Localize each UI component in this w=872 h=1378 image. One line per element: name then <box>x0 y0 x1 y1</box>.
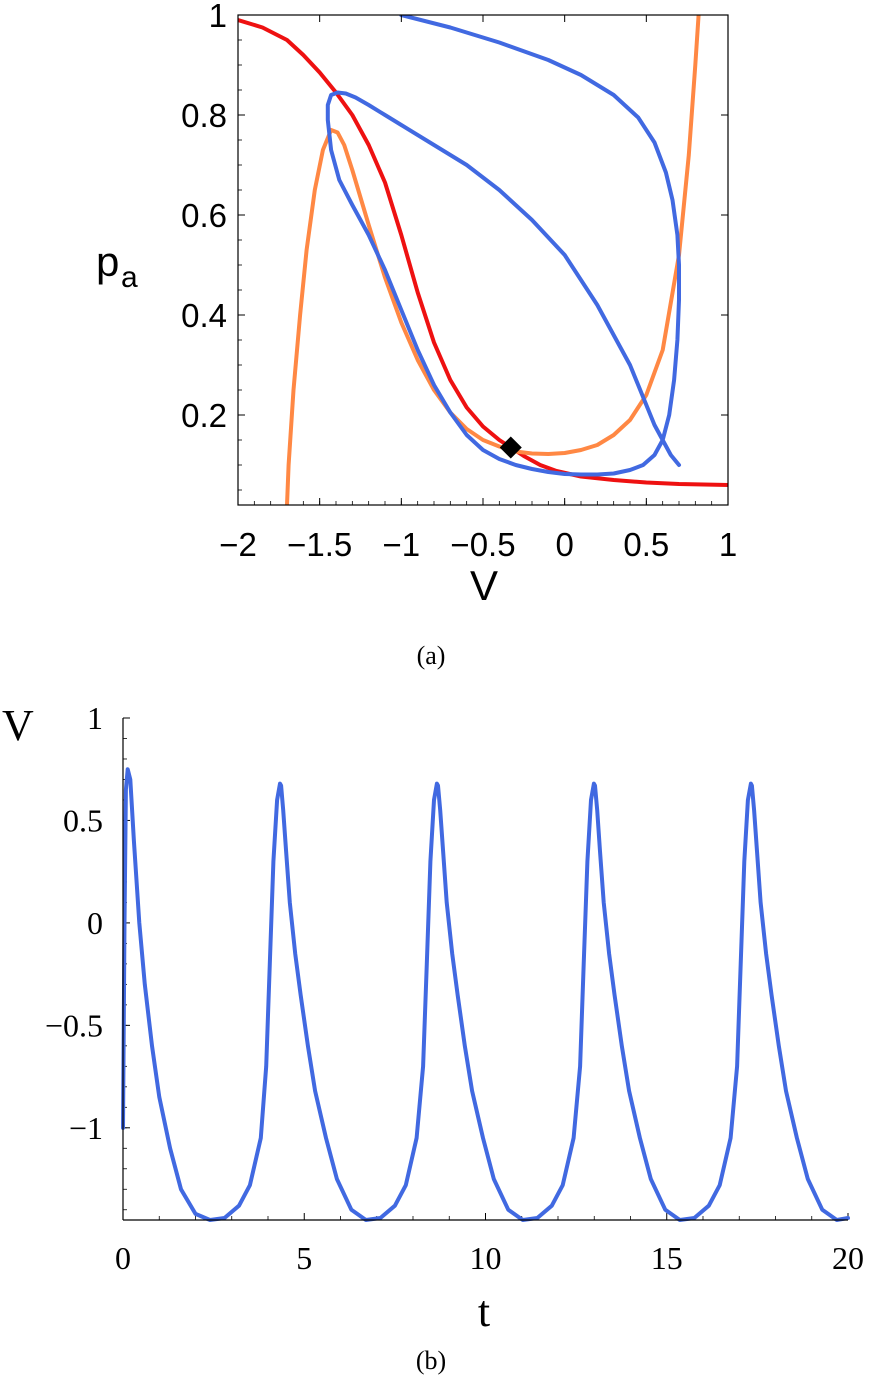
panel-a-x-tick-label: −2 <box>219 526 257 563</box>
panel-b-x-tick-label: 0 <box>115 1240 131 1276</box>
panel-a-frame <box>237 14 729 506</box>
panel-a-y-tick-label: 0.4 <box>181 297 227 334</box>
panel-a-curve-blue <box>325 15 681 477</box>
panel-b-y-axis-label: V <box>2 701 34 750</box>
panel-b-curves <box>121 767 850 1222</box>
equilibrium-marker <box>499 436 522 459</box>
panel-a-y-axis-label: p <box>96 238 119 285</box>
panel-b-x-axis-label: t <box>478 1287 490 1336</box>
panel-b-y-tick-label: 0.5 <box>63 802 103 838</box>
panel-a-curves <box>238 15 728 505</box>
panel-b-x-tick-label: 15 <box>651 1240 683 1276</box>
panel-b-time-series: 0 5 10 15 20 −1 −0.5 0 0.5 1 t V (b) <box>2 700 864 1375</box>
panel-a-x-tick-label: −0.5 <box>450 526 515 563</box>
panel-a-x-tick-label: 1 <box>719 526 737 563</box>
panel-b-x-tick-label: 20 <box>832 1240 864 1276</box>
panel-b-y-tick-label: −0.5 <box>45 1007 103 1043</box>
panel-a-ticks: −2 −1.5 −1 −0.5 0 0.5 1 0.2 0.4 0.6 0.8 1 <box>181 0 737 563</box>
panel-a-x-axis-label: V <box>470 562 498 609</box>
panel-b-y-tick-label: −1 <box>69 1110 103 1146</box>
panel-a-y-tick-label: 0.2 <box>181 397 227 434</box>
panel-a-x-tick-label: −1.5 <box>287 526 352 563</box>
panel-b-x-tick-label: 5 <box>296 1240 312 1276</box>
panel-a-y-tick-label: 0.6 <box>181 197 227 234</box>
panel-b-y-tick-label: 1 <box>87 700 103 736</box>
panel-b-voltage-trace <box>121 767 850 1222</box>
panel-a-caption: (a) <box>417 641 446 670</box>
panel-a-curve-orange <box>285 15 701 505</box>
panel-a-x-tick-label: 0.5 <box>623 526 669 563</box>
panel-a-y-tick-label: 1 <box>209 0 227 34</box>
panel-a-curve-red <box>238 18 728 487</box>
panel-a-x-tick-label: −1 <box>383 526 421 563</box>
panel-a-equilibrium <box>499 436 522 459</box>
panel-a-y-tick-label: 0.8 <box>181 97 227 134</box>
panel-a-y-axis-label-subscript: a <box>121 261 138 294</box>
panel-a-phase-plane: −2 −1.5 −1 −0.5 0 0.5 1 0.2 0.4 0.6 0.8 1 V p a (a) <box>96 0 737 670</box>
panel-b-caption: (b) <box>416 1346 446 1375</box>
panel-b-y-tick-label: 0 <box>87 905 103 941</box>
panel-a-x-tick-label: 0 <box>555 526 573 563</box>
panel-b-x-tick-label: 10 <box>470 1240 502 1276</box>
